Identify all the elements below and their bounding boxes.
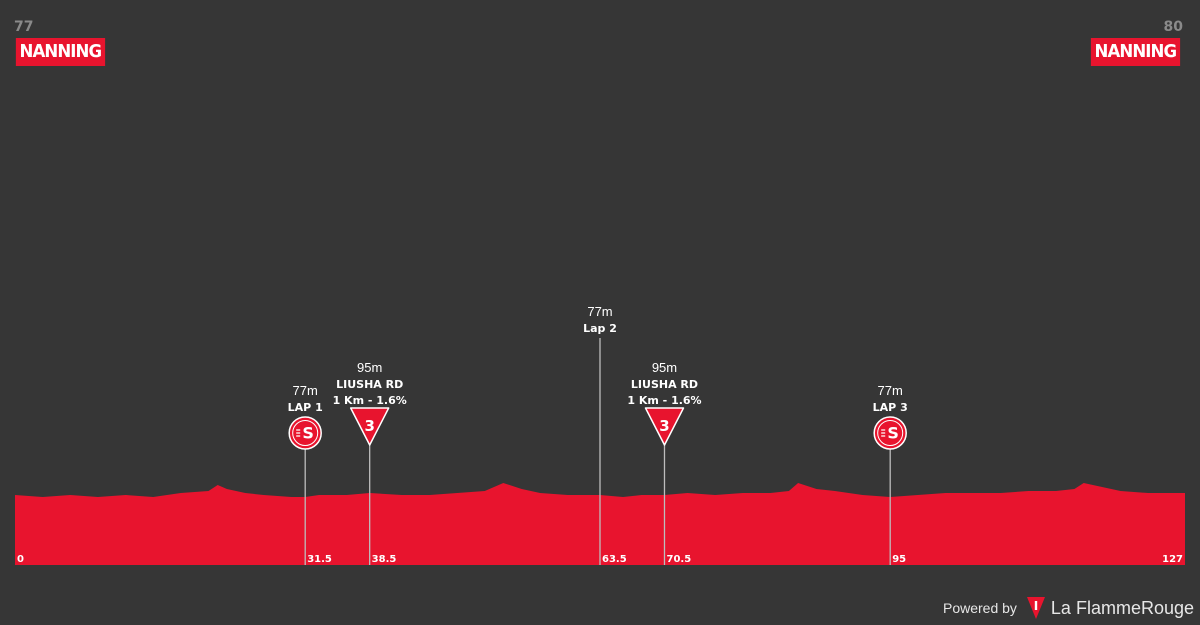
- footer: Powered by La FlammeRouge: [943, 597, 1194, 619]
- marker-detail-label: 1 Km - 1.6%: [333, 394, 407, 407]
- climb-cat-3-icon: 3: [349, 407, 390, 446]
- km-tick-label: 63.5: [602, 554, 627, 565]
- marker-altitude-label: 77m: [878, 383, 903, 398]
- km-tick-label: 95: [892, 554, 906, 565]
- powered-by-text: Powered by: [942, 600, 1017, 616]
- marker-2: 3 95m LIUSHA RD 1 Km - 1.6%: [333, 360, 407, 565]
- start-altitude: 77: [14, 19, 34, 35]
- marker-1: S 77m LAP 1: [288, 383, 323, 565]
- climb-cat-3-icon: 3: [644, 407, 685, 446]
- marker-name-label: LIUSHA RD: [631, 378, 698, 391]
- marker-4: 3 95m LIUSHA RD 1 Km - 1.6%: [627, 360, 702, 565]
- marker-name-label: Lap 2: [583, 322, 617, 335]
- marker-detail-label: 1 Km - 1.6%: [627, 394, 701, 407]
- marker-3: 77m Lap 2: [583, 304, 617, 565]
- km-tick-label: 31.5: [307, 554, 332, 565]
- km-tick-label: 0: [17, 554, 24, 565]
- flamme-rouge-logo-icon: [1026, 597, 1045, 619]
- km-tick-label: 127: [1162, 554, 1183, 565]
- start-place-label: NANNING: [15, 38, 105, 66]
- svg-text:3: 3: [659, 417, 669, 435]
- marker-5: S 77m LAP 3: [873, 383, 908, 565]
- km-tick-label: 38.5: [372, 554, 397, 565]
- sprint-icon: S: [873, 416, 907, 450]
- marker-altitude-label: 95m: [357, 360, 382, 375]
- svg-text:S: S: [887, 424, 899, 443]
- finish-altitude: 80: [1163, 19, 1183, 35]
- marker-altitude-label: 95m: [652, 360, 677, 375]
- brand-name: La FlammeRouge: [1050, 597, 1194, 618]
- marker-name-label: LAP 1: [288, 401, 323, 414]
- marker-altitude-label: 77m: [587, 304, 612, 319]
- svg-text:S: S: [302, 424, 314, 443]
- sprint-icon: S: [288, 416, 322, 450]
- finish-place-label: NANNING: [1091, 38, 1181, 66]
- marker-name-label: LAP 3: [873, 401, 908, 414]
- tick-layer: 0 31.5 38.5 63.5 70.5 95 127: [17, 554, 1183, 565]
- marker-name-label: LIUSHA RD: [336, 378, 403, 391]
- svg-text:3: 3: [364, 417, 374, 435]
- marker-altitude-label: 77m: [293, 383, 318, 398]
- marker-layer: S 77m LAP 1 3 95m LIUSHA RD 1 Km - 1.6% 77m Lap …: [288, 304, 908, 565]
- km-tick-label: 70.5: [666, 554, 691, 565]
